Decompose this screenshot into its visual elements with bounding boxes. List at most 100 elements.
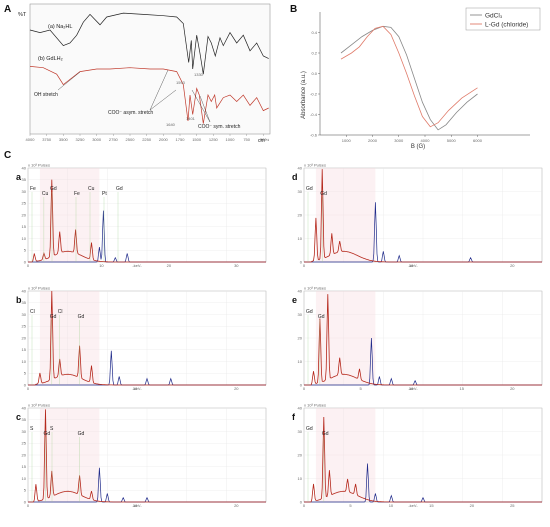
edx-peak-label: Cl bbox=[30, 309, 35, 315]
epr-y-tick: -0.2 bbox=[310, 92, 318, 97]
edx-red-spectrum bbox=[28, 179, 266, 263]
edx-y-tick: 30 bbox=[22, 429, 27, 434]
edx-y-tick: 40 bbox=[298, 165, 303, 170]
edx-peak-label: Pt bbox=[102, 191, 107, 197]
edx-x-tick: 20 bbox=[234, 503, 239, 508]
ir-x-tick: 4000 bbox=[26, 137, 36, 142]
ir-xunit: cm⁻¹ bbox=[258, 138, 269, 144]
edx-y-tick: 30 bbox=[22, 312, 27, 317]
edx-x-tick: 0 bbox=[27, 386, 30, 391]
edx-spectra-panel: 0 5 10 15 20 25 30 35 40 0 10 20 30 x 10³ Pulses -keV-… bbox=[16, 163, 543, 508]
edx-peak-label: Cl bbox=[58, 309, 63, 315]
ir-x-tick: 1500 bbox=[192, 137, 202, 142]
edx-peak-label: Cu bbox=[88, 186, 95, 192]
ir-annot-oh: OH stretch bbox=[34, 92, 58, 98]
edx-y-tick: 0 bbox=[24, 382, 27, 387]
edx-x-label: -keV- bbox=[132, 263, 142, 268]
ir-x-tick: 2250 bbox=[142, 137, 152, 142]
edx-red-spectrum bbox=[28, 290, 266, 386]
epr-xlabel: B (G) bbox=[411, 144, 425, 150]
ir-x-tick: 2500 bbox=[126, 137, 136, 142]
edx-subplot-f: 0 10 20 30 40 0 5 10 15 20 25 x 10³ Pulses -keV-f Gd G… bbox=[292, 403, 543, 508]
epr-spectrum-panel: -0.6 -0.4 -0.2 0.0 0.2 0.4 1000 2000 3000 4000 500… bbox=[301, 7, 541, 150]
epr-y-tick: -0.4 bbox=[310, 112, 318, 117]
edx-peak-label: Gd bbox=[320, 191, 327, 197]
edx-peak-label: Fe bbox=[30, 186, 36, 192]
epr-series-line-0 bbox=[340, 25, 478, 131]
edx-y-tick: 0 bbox=[300, 259, 303, 264]
epr-legend-lgd: L-Gd (chloride) bbox=[485, 22, 528, 29]
epr-x-tick: 2000 bbox=[368, 138, 378, 143]
edx-subplot-a: 0 5 10 15 20 25 30 35 40 0 10 20 30 x 10³ Pulses -keV-… bbox=[16, 163, 267, 268]
epr-legend-gdcl3: GdCl₃ bbox=[485, 13, 503, 20]
epr-x-tick: 3000 bbox=[394, 138, 404, 143]
edx-y-tick: 20 bbox=[298, 212, 303, 217]
ir-x-tick: 750 bbox=[243, 137, 250, 142]
edx-y-tick: 20 bbox=[22, 212, 27, 217]
ir-ylabel: %T bbox=[18, 12, 27, 18]
edx-x-tick: 5 bbox=[349, 503, 352, 508]
edx-y-tick: 10 bbox=[22, 359, 27, 364]
edx-y-tick: 5 bbox=[24, 371, 27, 376]
ir-series-line-0 bbox=[29, 12, 269, 75]
edx-y-tick: 15 bbox=[22, 464, 27, 469]
edx-peak-label: Gd bbox=[50, 314, 57, 320]
epr-legend bbox=[465, 7, 541, 31]
edx-subplot-c: 0 5 10 15 20 25 30 35 40 0 10 20 x 10³ Pulses -keV-c S… bbox=[16, 403, 267, 508]
epr-x-tick: 1000 bbox=[342, 138, 352, 143]
edx-y-tick: 35 bbox=[22, 417, 27, 422]
panel-label-c: C bbox=[4, 150, 11, 161]
edx-peak-label: Gd bbox=[322, 431, 329, 437]
edx-red-spectrum bbox=[28, 409, 266, 503]
ir-series-a-label: (a) Na₂HL bbox=[48, 24, 72, 30]
edx-red-spectrum bbox=[304, 416, 542, 503]
edx-y-tick: 15 bbox=[22, 224, 27, 229]
ir-spectrum-panel: %T cm⁻¹ 4000 3750 3500 3250 3000 2750 2500 2250… bbox=[18, 3, 271, 144]
epr-y-tick: 0.0 bbox=[311, 71, 317, 76]
edx-peak-label: Gd bbox=[306, 426, 313, 432]
edx-y-label: x 10³ Pulses bbox=[304, 403, 326, 408]
edx-x-tick: 0 bbox=[27, 263, 30, 268]
ir-series-b-label: (b) GdLH₂ bbox=[38, 56, 63, 62]
edx-x-tick: 10 bbox=[133, 503, 138, 508]
edx-y-tick: 30 bbox=[298, 189, 303, 194]
edx-y-tick: 40 bbox=[22, 165, 27, 170]
edx-y-tick: 30 bbox=[298, 312, 303, 317]
edx-y-tick: 20 bbox=[22, 335, 27, 340]
edx-peak-label: Gd bbox=[318, 314, 325, 320]
edx-y-label: x 10³ Pulses bbox=[28, 163, 50, 168]
ir-x-tick: 2000 bbox=[159, 137, 169, 142]
ir-annot-1401: 1401 bbox=[186, 116, 196, 121]
edx-y-label: x 10³ Pulses bbox=[28, 286, 50, 291]
edx-peak-label: Fe bbox=[74, 191, 80, 197]
ir-series-line-1 bbox=[29, 66, 269, 124]
edx-x-tick: 10 bbox=[389, 503, 394, 508]
edx-y-tick: 0 bbox=[300, 382, 303, 387]
edx-x-tick: 15 bbox=[459, 386, 464, 391]
ir-x-tick: 3250 bbox=[76, 137, 86, 142]
edx-x-tick: 0 bbox=[303, 503, 306, 508]
edx-subplot-letter: e bbox=[292, 295, 297, 305]
edx-x-tick: 0 bbox=[303, 386, 306, 391]
edx-y-tick: 25 bbox=[22, 441, 27, 446]
edx-x-tick: 30 bbox=[234, 263, 239, 268]
edx-y-tick: 20 bbox=[298, 452, 303, 457]
edx-y-label: x 10³ Pulses bbox=[28, 403, 50, 408]
edx-peak-label: Gd bbox=[306, 309, 313, 315]
edx-peak-label: Gd bbox=[78, 314, 85, 320]
edx-y-tick: 40 bbox=[298, 405, 303, 410]
edx-subplot-b: 0 5 10 15 20 25 30 35 40 0 10 20 x 10³ Pulses -keV-b C… bbox=[16, 286, 267, 391]
epr-ylabel: Absorbance (a.u.) bbox=[301, 71, 307, 119]
ir-x-tick: 3750 bbox=[42, 137, 52, 142]
edx-y-tick: 35 bbox=[22, 177, 27, 182]
edx-subplot-letter: a bbox=[16, 172, 22, 182]
edx-y-tick: 40 bbox=[22, 288, 27, 293]
ir-x-tick: 3500 bbox=[59, 137, 69, 142]
ir-x-tick: 3000 bbox=[92, 137, 102, 142]
edx-x-tick: 10 bbox=[99, 263, 104, 268]
epr-x-tick: 5000 bbox=[447, 138, 457, 143]
edx-y-tick: 5 bbox=[24, 248, 27, 253]
edx-x-label: -keV- bbox=[132, 503, 142, 508]
edx-peak-label: Gd bbox=[50, 186, 57, 192]
